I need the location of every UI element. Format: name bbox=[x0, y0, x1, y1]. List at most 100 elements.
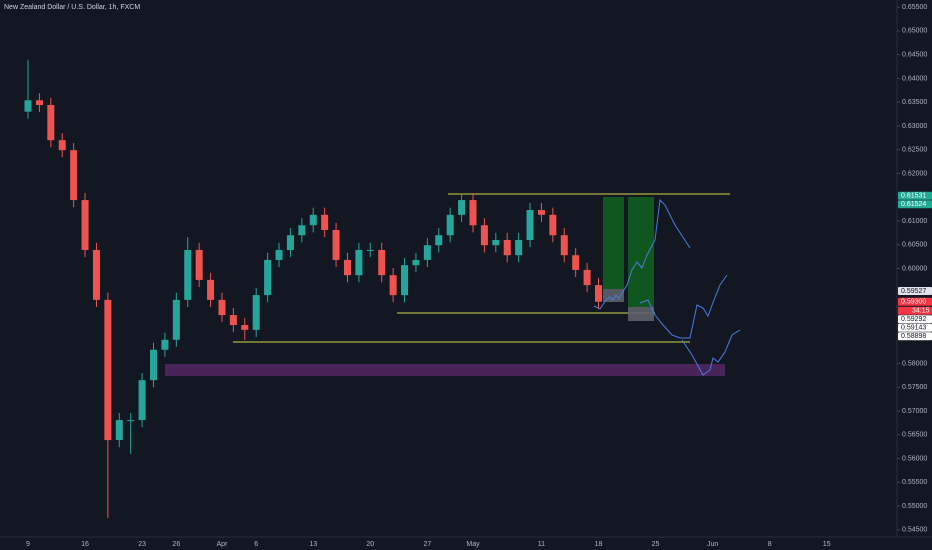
price-tag-label: 0.59300 bbox=[901, 299, 926, 306]
y-tick-label: 0.65500 bbox=[902, 4, 927, 11]
countdown-label: 34:15 bbox=[912, 308, 930, 315]
y-tick-label: 0.58000 bbox=[902, 360, 927, 367]
price-tag bbox=[898, 286, 932, 295]
price-tag-label: 0.59527 bbox=[901, 288, 926, 295]
candle-body bbox=[241, 325, 249, 330]
x-tick-label: 18 bbox=[595, 541, 603, 548]
y-tick-label: 0.64000 bbox=[902, 75, 927, 82]
y-tick-label: 0.55000 bbox=[902, 503, 927, 510]
candle-body bbox=[355, 249, 363, 276]
candle-body bbox=[161, 339, 169, 350]
candles bbox=[24, 59, 602, 518]
price-tag bbox=[898, 297, 932, 306]
price-tag-label: 0.58898 bbox=[901, 333, 926, 340]
x-tick-label: 25 bbox=[652, 541, 660, 548]
candle-body bbox=[537, 210, 545, 215]
candle-body bbox=[469, 200, 477, 226]
price-tag bbox=[898, 200, 932, 209]
x-tick-label: Jun bbox=[707, 541, 718, 548]
candle-body bbox=[195, 249, 203, 280]
candle-body bbox=[298, 225, 306, 236]
candle-body bbox=[435, 235, 443, 246]
candle-body bbox=[127, 420, 135, 422]
candle-body bbox=[138, 380, 146, 421]
candle-body bbox=[366, 249, 374, 251]
x-tick-label: 23 bbox=[138, 541, 146, 548]
candle-body bbox=[70, 150, 78, 201]
candle-body bbox=[389, 275, 397, 296]
candle-body bbox=[47, 105, 55, 141]
candle-body bbox=[207, 279, 215, 300]
candle-body bbox=[549, 214, 557, 236]
candle-body bbox=[446, 214, 454, 236]
price-tag bbox=[898, 323, 932, 332]
y-tick-label: 0.54500 bbox=[902, 527, 927, 534]
candle-body bbox=[378, 249, 386, 276]
projection-path bbox=[681, 329, 741, 376]
long-target-zone bbox=[603, 197, 624, 289]
candle-body bbox=[150, 349, 158, 381]
candle-body bbox=[423, 245, 431, 260]
candle-body bbox=[458, 200, 466, 215]
projection-path bbox=[593, 198, 691, 310]
candle-body bbox=[58, 140, 66, 151]
candle-body bbox=[583, 269, 591, 286]
candle-body bbox=[526, 210, 534, 240]
price-tag-label: 0.61524 bbox=[901, 201, 926, 208]
y-tick-label: 0.65000 bbox=[902, 28, 927, 35]
candle-body bbox=[115, 420, 123, 441]
candle-body bbox=[172, 299, 180, 340]
x-tick-label: May bbox=[466, 541, 480, 548]
candle-body bbox=[184, 249, 192, 300]
x-tick-label: 27 bbox=[423, 541, 431, 548]
y-tick-label: 0.56000 bbox=[902, 455, 927, 462]
candle-body bbox=[503, 239, 511, 256]
x-tick-label: 8 bbox=[768, 541, 772, 548]
price-tag bbox=[898, 332, 932, 341]
y-tick-label: 0.60500 bbox=[902, 242, 927, 249]
projection-path bbox=[639, 274, 728, 339]
x-tick-label: 9 bbox=[26, 541, 30, 548]
candle-body bbox=[92, 249, 100, 300]
candle-body bbox=[560, 235, 568, 256]
candle-body bbox=[412, 259, 420, 266]
long-target-zone bbox=[628, 197, 654, 307]
candle-body bbox=[252, 295, 260, 330]
y-tick-label: 0.63000 bbox=[902, 123, 927, 130]
candle-body bbox=[572, 255, 580, 270]
candle-body bbox=[218, 299, 226, 316]
y-tick-label: 0.62500 bbox=[902, 147, 927, 154]
x-tick-label: 26 bbox=[172, 541, 180, 548]
price-tag bbox=[898, 315, 932, 324]
y-tick-label: 0.55500 bbox=[902, 479, 927, 486]
x-tick-label: 13 bbox=[309, 541, 317, 548]
candle-body bbox=[492, 239, 500, 246]
chart-title: New Zealand Dollar / U.S. Dollar, 1h, FX… bbox=[4, 4, 140, 11]
y-tick-label: 0.61000 bbox=[902, 218, 927, 225]
candle-body bbox=[275, 249, 283, 260]
candle-body bbox=[81, 200, 89, 250]
x-tick-label: Apr bbox=[217, 541, 229, 548]
candle-body bbox=[480, 225, 488, 246]
candle-body bbox=[229, 315, 237, 326]
candle-body bbox=[286, 235, 294, 250]
demand-zone bbox=[165, 364, 725, 376]
x-tick-label: 6 bbox=[254, 541, 258, 548]
price-tag-label: 0.61531 bbox=[901, 193, 926, 200]
y-tick-label: 0.57500 bbox=[902, 384, 927, 391]
y-tick-label: 0.62000 bbox=[902, 170, 927, 177]
x-tick-label: 11 bbox=[538, 541, 545, 548]
x-tick-label: 16 bbox=[81, 541, 89, 548]
y-tick-label: 0.56500 bbox=[902, 432, 927, 439]
candle-body bbox=[264, 259, 272, 296]
countdown-tag bbox=[898, 306, 932, 315]
y-tick-label: 0.64500 bbox=[902, 51, 927, 58]
candle-body bbox=[343, 259, 351, 276]
price-tag bbox=[898, 191, 932, 200]
long-stop-zone bbox=[628, 307, 654, 321]
drawings bbox=[165, 193, 741, 376]
price-tag-label: 0.59143 bbox=[901, 325, 926, 332]
price-tag-label: 0.59292 bbox=[901, 316, 926, 323]
